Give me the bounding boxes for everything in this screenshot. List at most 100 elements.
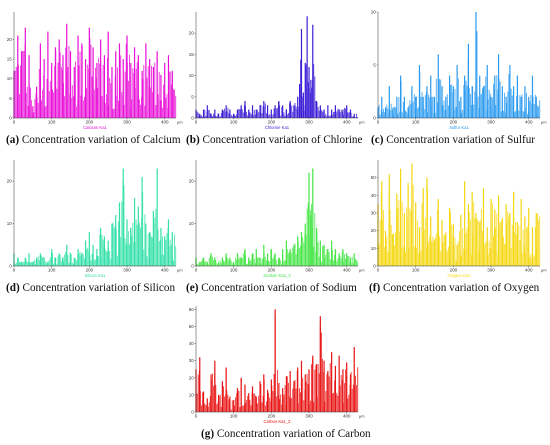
y-tick-label: 0: [373, 116, 376, 121]
y-tick-label: 10: [189, 73, 195, 78]
panel-carbon: 0 100 200 300 400 0 10 20 30 40 50 60 μm Carbon Ka1_2: [186, 300, 365, 426]
y-tick-label: 20: [189, 31, 195, 36]
signal-texture: [377, 31, 541, 118]
y-tick-label: 10: [371, 246, 377, 251]
caption-text: Concentration variation of Silicon: [19, 282, 176, 294]
y-tick-label: 30: [189, 358, 195, 363]
caption-carbon: (g) Concentration variation of Carbon: [201, 428, 371, 440]
caption-text: Concentration variation of Carbon: [214, 428, 371, 440]
x-tick-label: 0: [195, 268, 198, 273]
panel-chlorine: 0 100 200 300 400 0 5 10 15 20 μm Chlorine Ka1: [186, 6, 365, 132]
caption-text: Concentration variation of Sulfur: [383, 134, 536, 146]
caption-letter: (c): [371, 134, 384, 146]
caption-sodium: (e) Concentration variation of Sodium: [186, 282, 357, 294]
x-tick-label: 200: [268, 414, 276, 419]
caption-text: Concentration variation of Oxygen: [380, 282, 540, 294]
y-tick-label: 0: [9, 264, 12, 269]
x-tick-label: 400: [343, 414, 351, 419]
chart-svg: 0 100 200 300 400 0 10 20 30 40 50 60 μm Carbon Ka1_2: [189, 306, 365, 424]
x-unit-label: μm: [359, 268, 365, 273]
plot-title: Carbon Ka1_2: [263, 419, 291, 424]
chart-svg: 0 100 200 300 400 0 10 20 μm Silicon Ka1: [7, 160, 183, 278]
caption-text: Concentration variation of Calcium: [19, 134, 181, 146]
x-unit-label: μm: [177, 120, 183, 125]
x-tick-label: 200: [450, 268, 458, 273]
x-tick-label: 300: [487, 268, 495, 273]
signal-texture: [195, 59, 359, 118]
x-tick-label: 100: [230, 268, 238, 273]
caption-sulfur: (c) Concentration variation of Sulfur: [371, 134, 535, 146]
x-tick-label: 0: [195, 120, 198, 125]
y-tick-label: 0: [9, 116, 12, 121]
y-tick-label: 50: [371, 175, 377, 180]
chart-svg: 0 100 200 300 400 0 5 10 μm Sulfur Ka1: [371, 10, 548, 131]
y-tick-label: 10: [189, 392, 195, 397]
y-tick-label: 0: [191, 116, 194, 121]
x-tick-label: 300: [305, 268, 313, 273]
x-unit-label: μm: [359, 120, 365, 125]
y-tick-label: 15: [189, 52, 195, 57]
signal-texture: [13, 38, 177, 118]
y-tick-label: 5: [191, 94, 194, 99]
caption-letter: (b): [186, 134, 200, 146]
y-tick-label: 20: [7, 179, 13, 184]
plot-title: Sulfur Ka1: [449, 125, 469, 130]
y-tick-label: 40: [371, 193, 377, 198]
panel-oxygen: 0 100 200 300 400 0 10 20 30 40 50 μm Oxygen Ka1: [368, 154, 547, 280]
signal-texture: [13, 181, 177, 266]
plot-title: Oxygen Ka1: [447, 273, 471, 278]
y-tick-label: 20: [189, 375, 195, 380]
x-tick-label: 200: [450, 120, 458, 125]
y-tick-label: 50: [189, 324, 195, 329]
x-unit-label: μm: [541, 268, 547, 273]
chart-svg: 0 100 200 300 400 0 10 20 μm Sodium Ka1_2: [189, 160, 365, 278]
x-tick-label: 300: [123, 120, 131, 125]
chart-svg: 0 100 200 300 400 0 5 10 15 20 μm Chlorine Ka1: [189, 12, 365, 130]
x-tick-label: 200: [86, 120, 94, 125]
panel-sodium: 0 100 200 300 400 0 10 20 μm Sodium Ka1_2: [186, 154, 365, 280]
y-tick-label: 5: [9, 96, 12, 101]
y-tick-label: 0: [191, 264, 194, 269]
x-tick-label: 200: [268, 268, 276, 273]
y-tick-label: 10: [7, 221, 13, 226]
y-tick-label: 15: [7, 57, 13, 62]
x-tick-label: 300: [305, 120, 313, 125]
x-tick-label: 400: [343, 268, 351, 273]
x-tick-label: 0: [195, 414, 198, 419]
chart-svg: 0 100 200 300 400 0 10 20 30 40 50 μm Oxygen Ka1: [371, 160, 547, 278]
x-tick-label: 0: [377, 268, 380, 273]
x-unit-label: μm: [359, 414, 365, 419]
y-tick-label: 20: [371, 228, 377, 233]
x-tick-label: 0: [13, 120, 16, 125]
x-tick-label: 100: [230, 120, 238, 125]
panel-silicon: 0 100 200 300 400 0 10 20 μm Silicon Ka1: [4, 154, 183, 280]
x-tick-label: 200: [86, 268, 94, 273]
x-unit-label: μm: [541, 120, 547, 125]
chart-svg: 0 100 200 300 400 0 5 10 15 20 μm Calcium Ka1: [7, 12, 183, 130]
plot-title: Silicon Ka1: [85, 273, 107, 278]
y-tick-label: 10: [371, 10, 377, 15]
caption-silicon: (d) Concentration variation of Silicon: [6, 282, 175, 294]
x-tick-label: 300: [123, 268, 131, 273]
y-tick-label: 10: [7, 76, 13, 81]
caption-chlorine: (b) Concentration variation of Chlorine: [186, 134, 363, 146]
caption-calcium: (a) Concentration variation of Calcium: [6, 134, 181, 146]
y-tick-label: 20: [7, 37, 13, 42]
x-tick-label: 100: [48, 120, 56, 125]
caption-letter: (g): [201, 428, 215, 440]
y-tick-label: 20: [189, 179, 195, 184]
y-tick-label: 5: [373, 63, 376, 68]
signal-texture: [195, 315, 359, 412]
signal-texture: [377, 184, 541, 266]
plot-title: Chlorine Ka1: [265, 125, 290, 130]
caption-letter: (e): [186, 282, 199, 294]
y-tick-label: 0: [191, 410, 194, 415]
x-tick-label: 400: [161, 268, 169, 273]
y-tick-label: 10: [189, 221, 195, 226]
x-tick-label: 400: [525, 268, 533, 273]
y-tick-label: 60: [189, 307, 195, 312]
plot-title: Calcium Ka1: [83, 125, 107, 130]
x-tick-label: 100: [412, 268, 420, 273]
signal-texture: [195, 202, 359, 266]
x-tick-label: 400: [525, 120, 533, 125]
